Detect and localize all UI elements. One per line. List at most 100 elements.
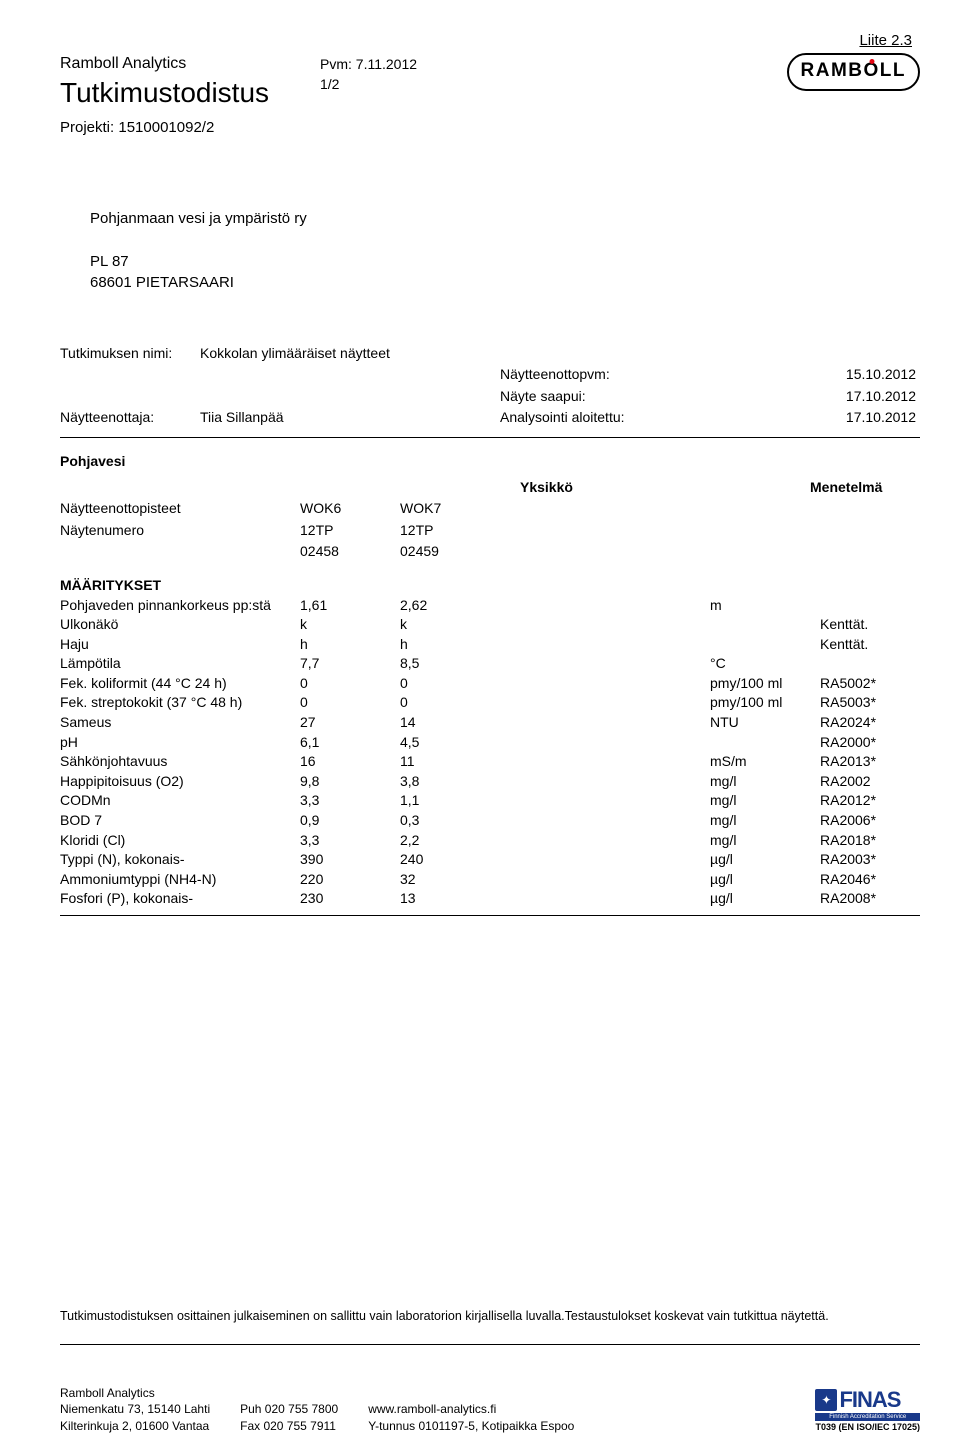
value-2: 11 [400,752,500,772]
unit: mg/l [710,831,820,851]
footer-ytunnus: Y-tunnus 0101197-5, Kotipaikka Espoo [368,1418,574,1435]
finas-logo: ✦ FINAS Finnish Accreditation Service T0… [815,1389,920,1432]
header-right: RAMBOLL [560,53,920,91]
header-mid: Pvm: 7.11.2012 1/2 [320,53,560,94]
value-1: 7,7 [300,654,400,674]
param-name: Fosfori (P), kokonais- [60,889,300,909]
value-1: k [300,615,400,635]
determinations-title: MÄÄRITYKSET [60,576,920,596]
divider-top [60,437,920,438]
footer-address-1: Niemenkatu 73, 15140 Lahti [60,1401,210,1418]
recipient-line1: PL 87 [90,251,920,272]
company-name: Ramboll Analytics [60,53,320,75]
value-1: 0,9 [300,811,400,831]
value-1: 0 [300,693,400,713]
param-name: pH [60,733,300,753]
value-1: 0 [300,674,400,694]
logo-text-post: LL [880,60,906,81]
project-value: 1510001092/2 [118,119,214,136]
data-row: Fek. streptokokit (37 °C 48 h)00pmy/100 … [60,693,920,713]
sampling-date-label: Näytteenottopvm: [500,364,810,386]
method: RA2003* [820,850,920,870]
value-2: h [400,635,500,655]
value-1: 1,61 [300,596,400,616]
method: RA5002* [820,674,920,694]
unit: µg/l [710,850,820,870]
unit [710,615,820,635]
data-row: Ammoniumtyppi (NH4-N)22032 µg/lRA2046* [60,870,920,890]
point-code-1: WOK6 [300,499,400,519]
data-row: Sameus2714NTURA2024* [60,713,920,733]
unit: mg/l [710,791,820,811]
project-label: Projekti: [60,119,114,136]
sampling-points-row: Näytteenottopisteet WOK6 WOK7 [60,499,920,519]
unit-header: Yksikkö [520,478,810,498]
footer-address-2: Kilterinkuja 2, 01600 Vantaa [60,1418,210,1435]
param-name: BOD 7 [60,811,300,831]
param-name: Pohjaveden pinnankorkeus pp:stä [60,596,300,616]
param-name: CODMn [60,791,300,811]
unit: NTU [710,713,820,733]
ramboll-logo: RAMBOLL [787,53,921,91]
unit: °C [710,654,820,674]
data-rows-container: Pohjaveden pinnankorkeus pp:stä1,612,62m… [60,596,920,910]
data-row: UlkonäkökkKenttät. [60,615,920,635]
value-2: 0 [400,674,500,694]
value-2: 8,5 [400,654,500,674]
footer-col-contact: Puh 020 755 7800 Fax 020 755 7911 [240,1401,368,1435]
value-2: 32 [400,870,500,890]
meta-row-sampler: Näytteenottaja: Tiia Sillanpää Analysoin… [60,407,920,429]
value-2: 2,2 [400,831,500,851]
sampler-label: Näytteenottaja: [60,407,200,429]
value-1: h [300,635,400,655]
attachment-reference: Liite 2.3 [60,30,920,51]
recipient-address: PL 87 68601 PIETARSAARI [90,251,920,293]
method: RA2046* [820,870,920,890]
method: RA5003* [820,693,920,713]
logo-text-pre: RAMB [801,60,864,81]
footer-col-web: www.ramboll-analytics.fi Y-tunnus 010119… [368,1401,604,1435]
sample-number-label: Näytenumero [60,521,300,541]
method: RA2012* [820,791,920,811]
param-name: Typpi (N), kokonais- [60,850,300,870]
method [820,596,920,616]
sampler-value: Tiia Sillanpää [200,407,500,429]
value-1: 27 [300,713,400,733]
value-1: 6,1 [300,733,400,753]
value-2: 3,8 [400,772,500,792]
unit: µg/l [710,870,820,890]
data-row: Kloridi (Cl)3,32,2mg/lRA2018* [60,831,920,851]
recipient-line2: 68601 PIETARSAARI [90,272,920,293]
study-name-value: Kokkolan ylimääräiset näytteet [200,343,500,365]
sample-number-1b: 02458 [300,542,400,562]
method: RA2008* [820,889,920,909]
section-title: Pohjavesi [60,452,920,472]
sample-number-2b: 02459 [400,542,500,562]
sampling-points-label: Näytteenottopisteet [60,499,300,519]
date-value: 7.11.2012 [356,56,417,72]
param-name: Ammoniumtyppi (NH4-N) [60,870,300,890]
unit [710,733,820,753]
finas-code: T039 (EN ISO/IEC 17025) [815,1423,920,1432]
value-2: k [400,615,500,635]
footer-company: Ramboll Analytics [60,1385,210,1402]
sample-number-2a: 12TP [400,521,500,541]
footer-web: www.ramboll-analytics.fi [368,1401,574,1418]
data-row: CODMn3,31,1mg/lRA2012* [60,791,920,811]
param-name: Ulkonäkö [60,615,300,635]
unit: mg/l [710,811,820,831]
unit: m [710,596,820,616]
value-1: 230 [300,889,400,909]
method: RA2000* [820,733,920,753]
unit: µg/l [710,889,820,909]
meta-row-received: Näyte saapui: 17.10.2012 [60,386,920,408]
attachment-text: Liite 2.3 [859,32,912,49]
param-name: Sähkönjohtavuus [60,752,300,772]
method: Kenttät. [820,615,920,635]
method: Kenttät. [820,635,920,655]
data-row: Fosfori (P), kokonais-23013µg/lRA2008* [60,889,920,909]
unit: mS/m [710,752,820,772]
value-1: 16 [300,752,400,772]
value-1: 220 [300,870,400,890]
meta-row-sampling-date: Näytteenottopvm: 15.10.2012 [60,364,920,386]
